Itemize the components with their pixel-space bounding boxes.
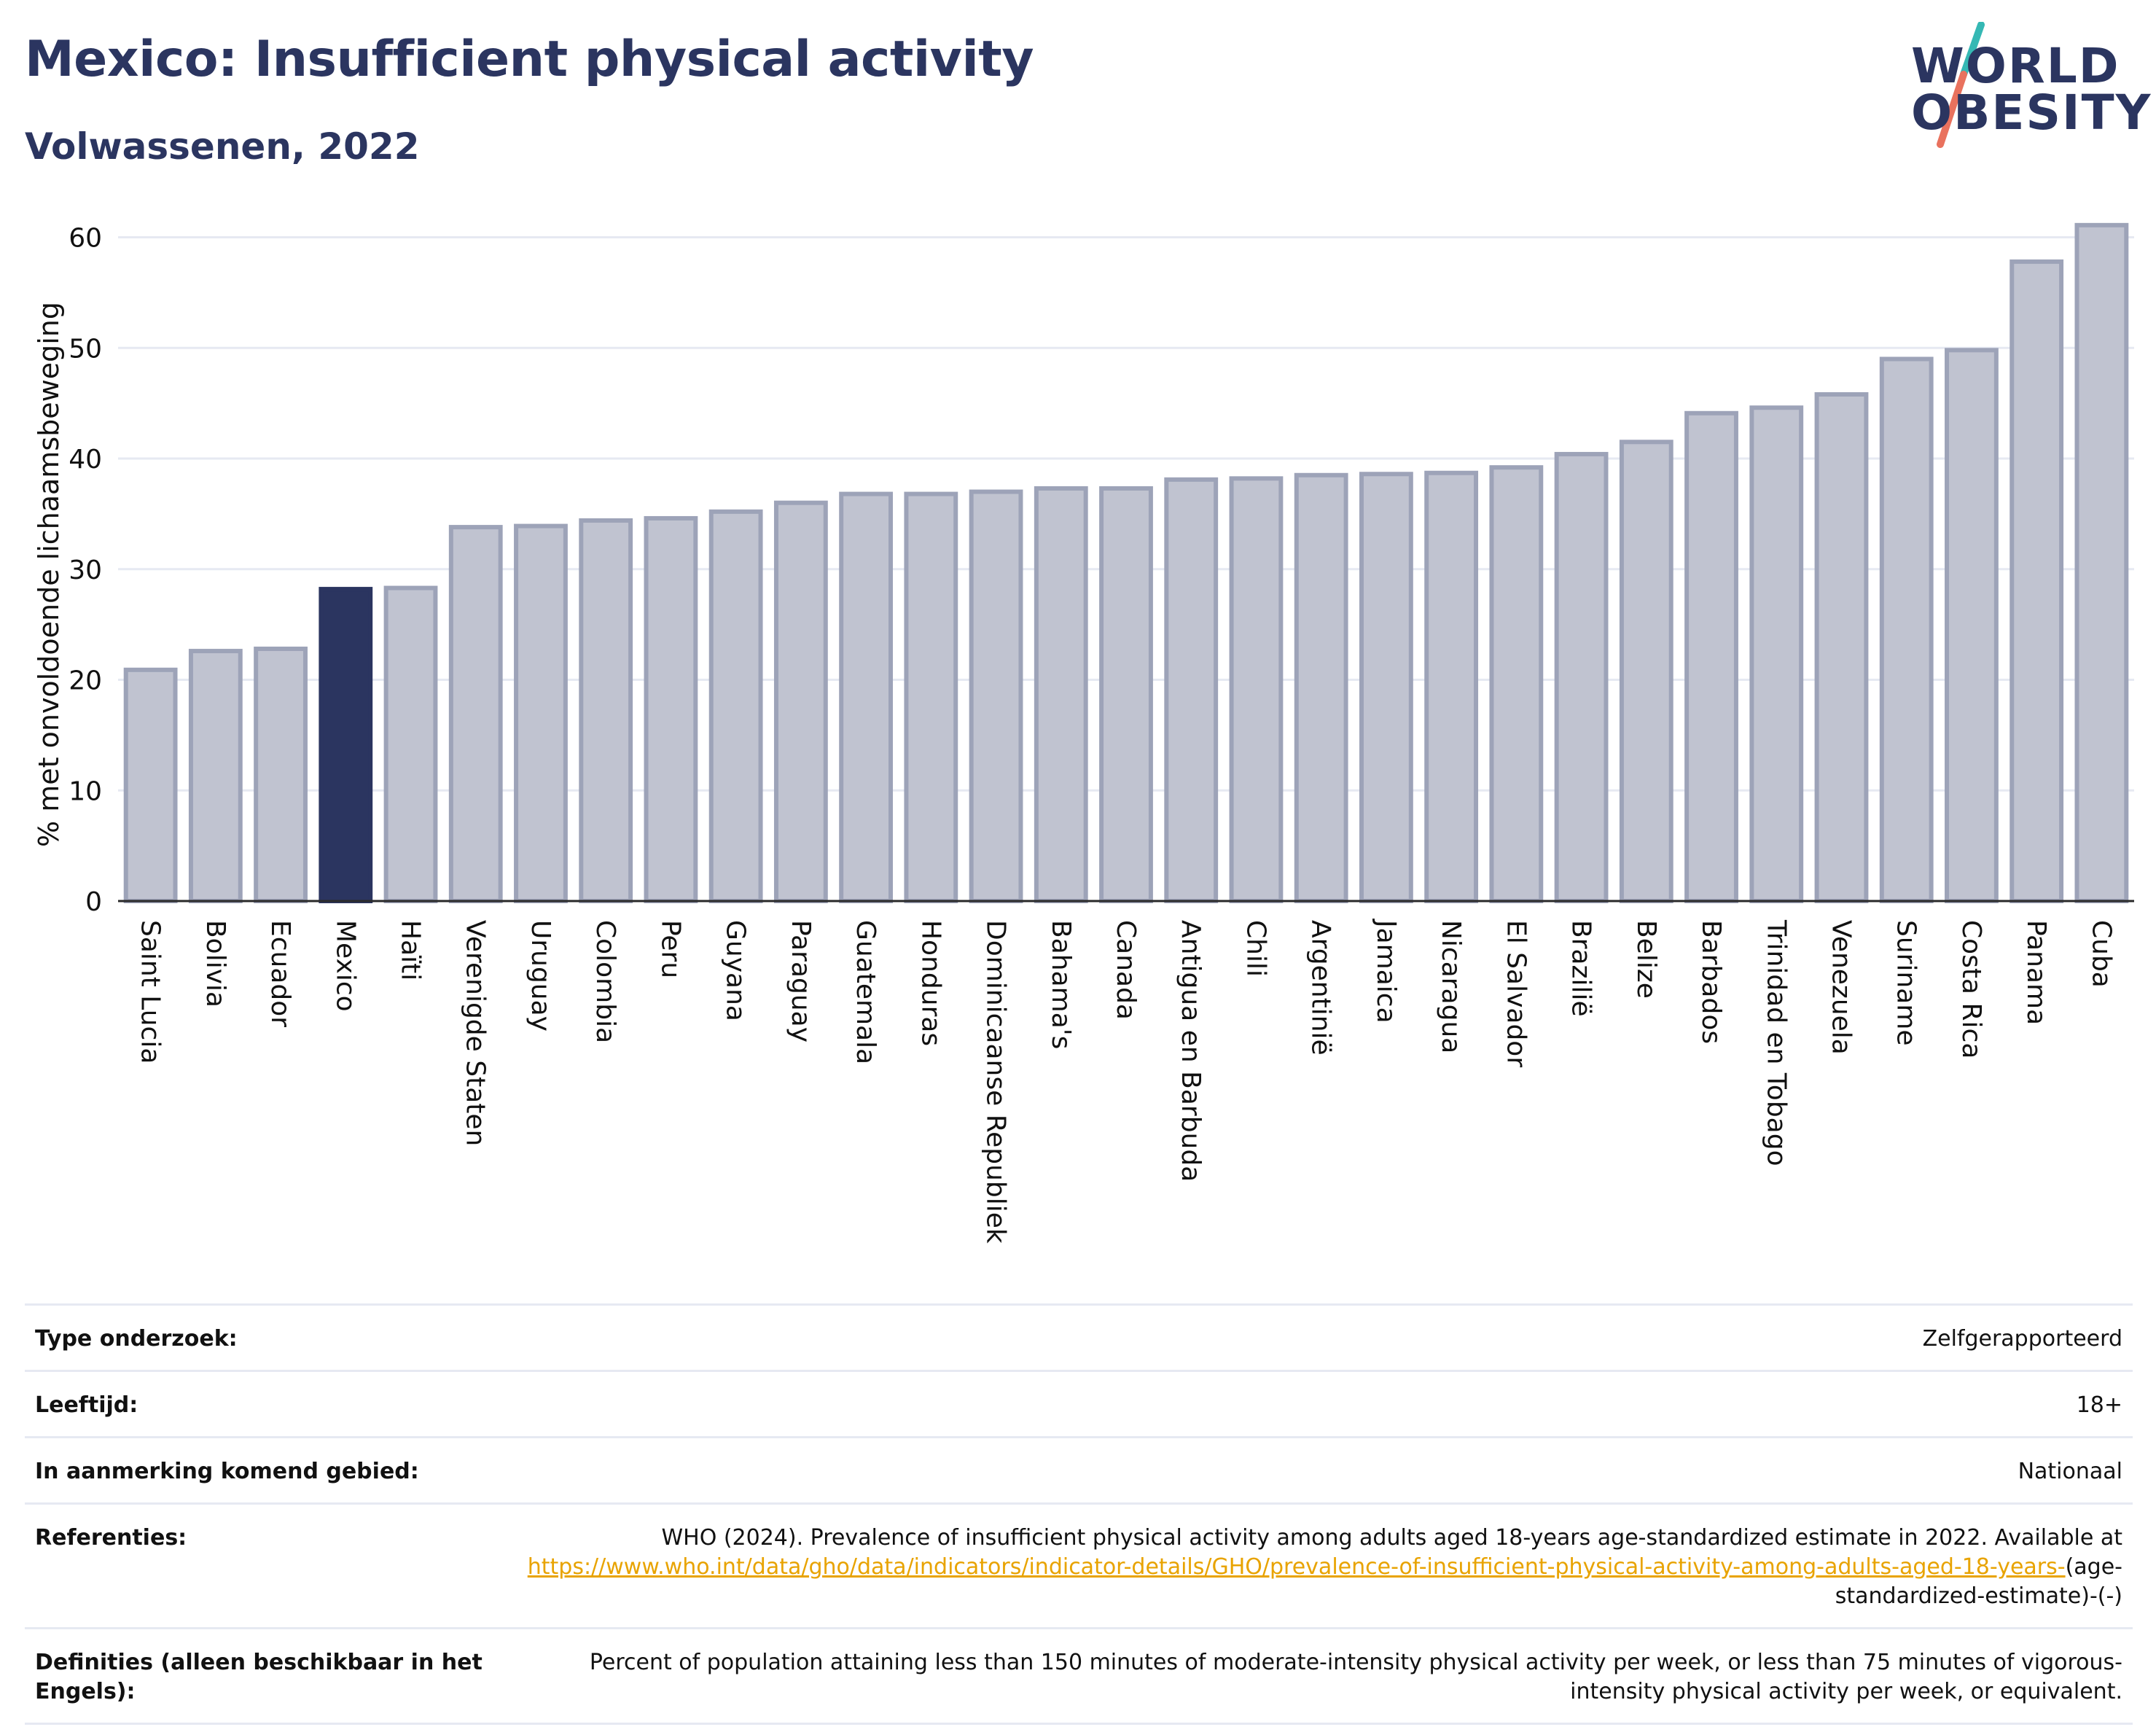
bar: [1294, 472, 1348, 903]
info-value: Percent of population attaining less tha…: [589, 1650, 2122, 1704]
bar: [188, 649, 243, 903]
bar: [1945, 348, 1999, 904]
info-value: Nationaal: [2018, 1459, 2122, 1484]
info-row-references: Referenties: WHO (2024). Prevalence of i…: [25, 1505, 2133, 1629]
y-tick-label: 10: [69, 776, 102, 806]
chart-title: Mexico: Insufficient physical activity: [25, 31, 1034, 88]
x-tick-label: Nicaragua: [1436, 920, 1466, 1053]
world-obesity-logo[interactable]: WORLD OBESITY: [1902, 22, 2150, 153]
bar: [254, 647, 308, 903]
bar-chart: 0 10 20 30 40 50 60 Saint Lucia Bolivia Ecuador Me…: [33, 222, 2134, 1244]
info-value: WHO (2024). Prevalence of insufficient p…: [501, 1524, 2122, 1611]
bar: [708, 509, 763, 904]
logo-word-world: WORLD: [1911, 38, 2120, 94]
info-table: Type onderzoek: Zelfgerapporteerd Leefti…: [25, 1303, 2133, 1725]
x-tick-label: Argentinië: [1306, 920, 1336, 1056]
x-tick-label: Peru: [655, 920, 685, 978]
x-tick-label: Uruguay: [526, 920, 555, 1032]
bar: [123, 667, 178, 903]
x-tick-label: Bahama's: [1046, 920, 1076, 1049]
x-tick-label: Venezuela: [1826, 920, 1856, 1055]
x-tick-label: Jamaica: [1371, 919, 1401, 1024]
x-tick-label: Verenigde Staten: [461, 920, 491, 1146]
info-key: Leeftijd:: [35, 1392, 138, 1418]
reference-suffix: (age-standardized-estimate)-(-): [1835, 1554, 2122, 1609]
info-key: Type onderzoek:: [35, 1326, 238, 1352]
x-tick-label: Mexico: [330, 920, 360, 1012]
bar: [383, 585, 438, 903]
x-tick-label: Ecuador: [265, 920, 295, 1027]
bar: [1814, 392, 1869, 903]
info-row-definitions: Definities (alleen beschikbaar in het En…: [25, 1629, 2133, 1725]
y-tick-label: 20: [69, 666, 102, 696]
info-row-age: Leeftijd: 18+: [25, 1372, 2133, 1438]
x-tick-label: Guyana: [721, 920, 751, 1021]
x-tick-label: Colombia: [590, 920, 620, 1043]
bar: [839, 491, 894, 904]
info-key: Referenties:: [35, 1525, 187, 1551]
info-value: Zelfgerapporteerd: [1922, 1326, 2122, 1352]
x-tick-label: Guatemala: [851, 920, 880, 1064]
x-tick-label: Chili: [1241, 920, 1270, 977]
reference-link[interactable]: https://www.who.int/data/gho/data/indica…: [527, 1554, 2066, 1580]
x-tick-label: Belize: [1631, 920, 1661, 999]
bar: [2074, 222, 2129, 904]
x-tick-label: Barbados: [1696, 920, 1726, 1044]
bar: [1554, 451, 1609, 903]
y-tick-label: 30: [69, 555, 102, 585]
info-row-survey-type: Type onderzoek: Zelfgerapporteerd: [25, 1306, 2133, 1372]
x-tick-label: Bolivia: [200, 920, 230, 1007]
bars: [123, 222, 2129, 904]
bar: [1684, 410, 1738, 903]
x-tick-label: El Salvador: [1501, 920, 1531, 1067]
bar: [1749, 405, 1804, 903]
bar: [1034, 486, 1088, 903]
bar-highlight: [319, 587, 373, 903]
logo-word-obesity: OBESITY: [1911, 85, 2152, 141]
chart-subtitle: Volwassenen, 2022: [25, 125, 420, 168]
y-tick-label: 50: [69, 334, 102, 364]
bar: [1099, 486, 1153, 903]
x-tick-label: Cuba: [2086, 920, 2116, 988]
bar: [1359, 472, 1413, 903]
info-key: In aanmerking komend gebied:: [35, 1459, 419, 1484]
bar: [1489, 465, 1544, 903]
bar: [1879, 356, 1934, 903]
bar: [579, 518, 633, 903]
x-tick-label: Saint Lucia: [136, 920, 165, 1064]
bar: [773, 500, 828, 903]
x-tick-label: Canada: [1111, 920, 1141, 1020]
bar: [1424, 470, 1479, 903]
logo-slash-icon: [1937, 22, 1985, 148]
bar: [644, 515, 698, 903]
bar: [514, 523, 568, 904]
x-tick-label: Brazilië: [1566, 920, 1596, 1017]
bar: [2009, 259, 2064, 903]
x-tick-label: Costa Rica: [1956, 920, 1986, 1058]
y-tick-label: 40: [69, 445, 102, 475]
x-tick-label: Paraguay: [786, 920, 816, 1042]
x-tick-label: Honduras: [915, 920, 945, 1046]
bar: [448, 525, 503, 904]
x-tick-label: Haïti: [396, 920, 426, 980]
bar: [1164, 477, 1219, 904]
y-tick-label: 0: [85, 887, 102, 917]
x-tick-label: Dominicaanse Republiek: [981, 920, 1011, 1244]
x-tick-label: Trinidad en Tobago: [1761, 919, 1791, 1166]
reference-text: WHO (2024). Prevalence of insufficient p…: [661, 1525, 2122, 1551]
info-key: Definities (alleen beschikbaar in het En…: [35, 1650, 483, 1704]
y-axis-label: % met onvoldoende lichaamsbeweging: [33, 302, 65, 847]
info-value: 18+: [2076, 1392, 2122, 1418]
y-tick-label: 60: [69, 224, 102, 254]
info-row-area: In aanmerking komend gebied: Nationaal: [25, 1438, 2133, 1505]
x-tick-label: Suriname: [1891, 920, 1921, 1046]
axes: 0 10 20 30 40 50 60 Saint Lucia Bolivia Ecuador Me…: [69, 224, 2134, 1244]
bar: [1229, 476, 1284, 904]
bar: [904, 491, 958, 904]
x-tick-label: Panama: [2021, 920, 2051, 1025]
x-tick-label: Antigua en Barbuda: [1176, 920, 1206, 1182]
bar: [1619, 440, 1673, 903]
bar: [969, 489, 1023, 903]
